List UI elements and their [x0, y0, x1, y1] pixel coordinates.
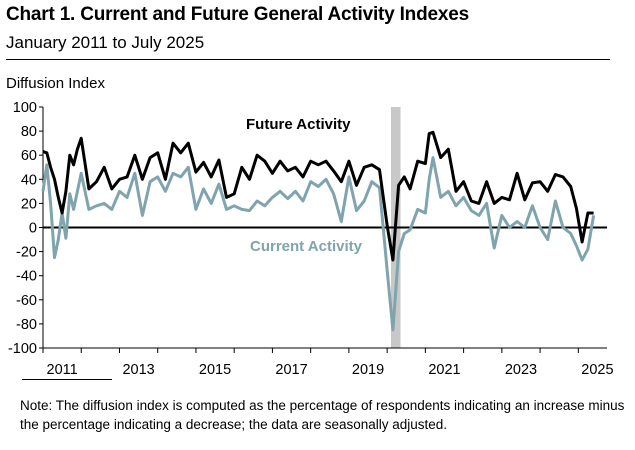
x-tick-label: 2013	[122, 362, 154, 375]
y-tick-label: -80	[16, 317, 37, 333]
y-tick-label: 20	[21, 196, 37, 212]
future-activity-line	[42, 130, 594, 262]
note-divider	[22, 379, 112, 380]
x-tick-label: 2015	[199, 362, 231, 375]
current-activity-label: Current Activity	[250, 238, 363, 255]
y-tick-label: 100	[13, 100, 37, 116]
chart-title: Chart 1. Current and Future General Acti…	[6, 4, 469, 25]
title-divider	[6, 59, 610, 60]
chart-subtitle: January 2011 to July 2025	[6, 33, 205, 52]
y-tick-label: -20	[16, 245, 37, 261]
y-tick-label: 0	[29, 221, 37, 237]
y-axis-label: Diffusion Index	[6, 75, 105, 92]
y-tick-label: -60	[16, 293, 37, 309]
x-tick-label: 2025	[581, 362, 613, 375]
y-tick-label: 40	[21, 172, 37, 188]
x-tick-label: 2017	[275, 362, 307, 375]
y-tick-label: 80	[21, 124, 37, 140]
y-tick-label: -100	[8, 341, 37, 357]
y-tick-label: 60	[21, 148, 37, 164]
y-axis: -100 -80 -60 -40 -20 0 20 40 60 80 100	[8, 100, 44, 357]
x-tick-label: 2011	[47, 362, 78, 375]
current-activity-line	[41, 156, 596, 332]
footnote: Note: The diffusion index is computed as…	[20, 398, 625, 432]
y-tick-label: -40	[16, 269, 37, 285]
x-tick-label: 2023	[505, 362, 537, 375]
future-activity-label: Future Activity	[246, 116, 351, 133]
x-tick-label: 2021	[428, 362, 460, 375]
x-axis: 2011 2013 2015 2017 2019 2021 2023 2025	[42, 347, 614, 375]
x-tick-label: 2019	[352, 362, 384, 375]
